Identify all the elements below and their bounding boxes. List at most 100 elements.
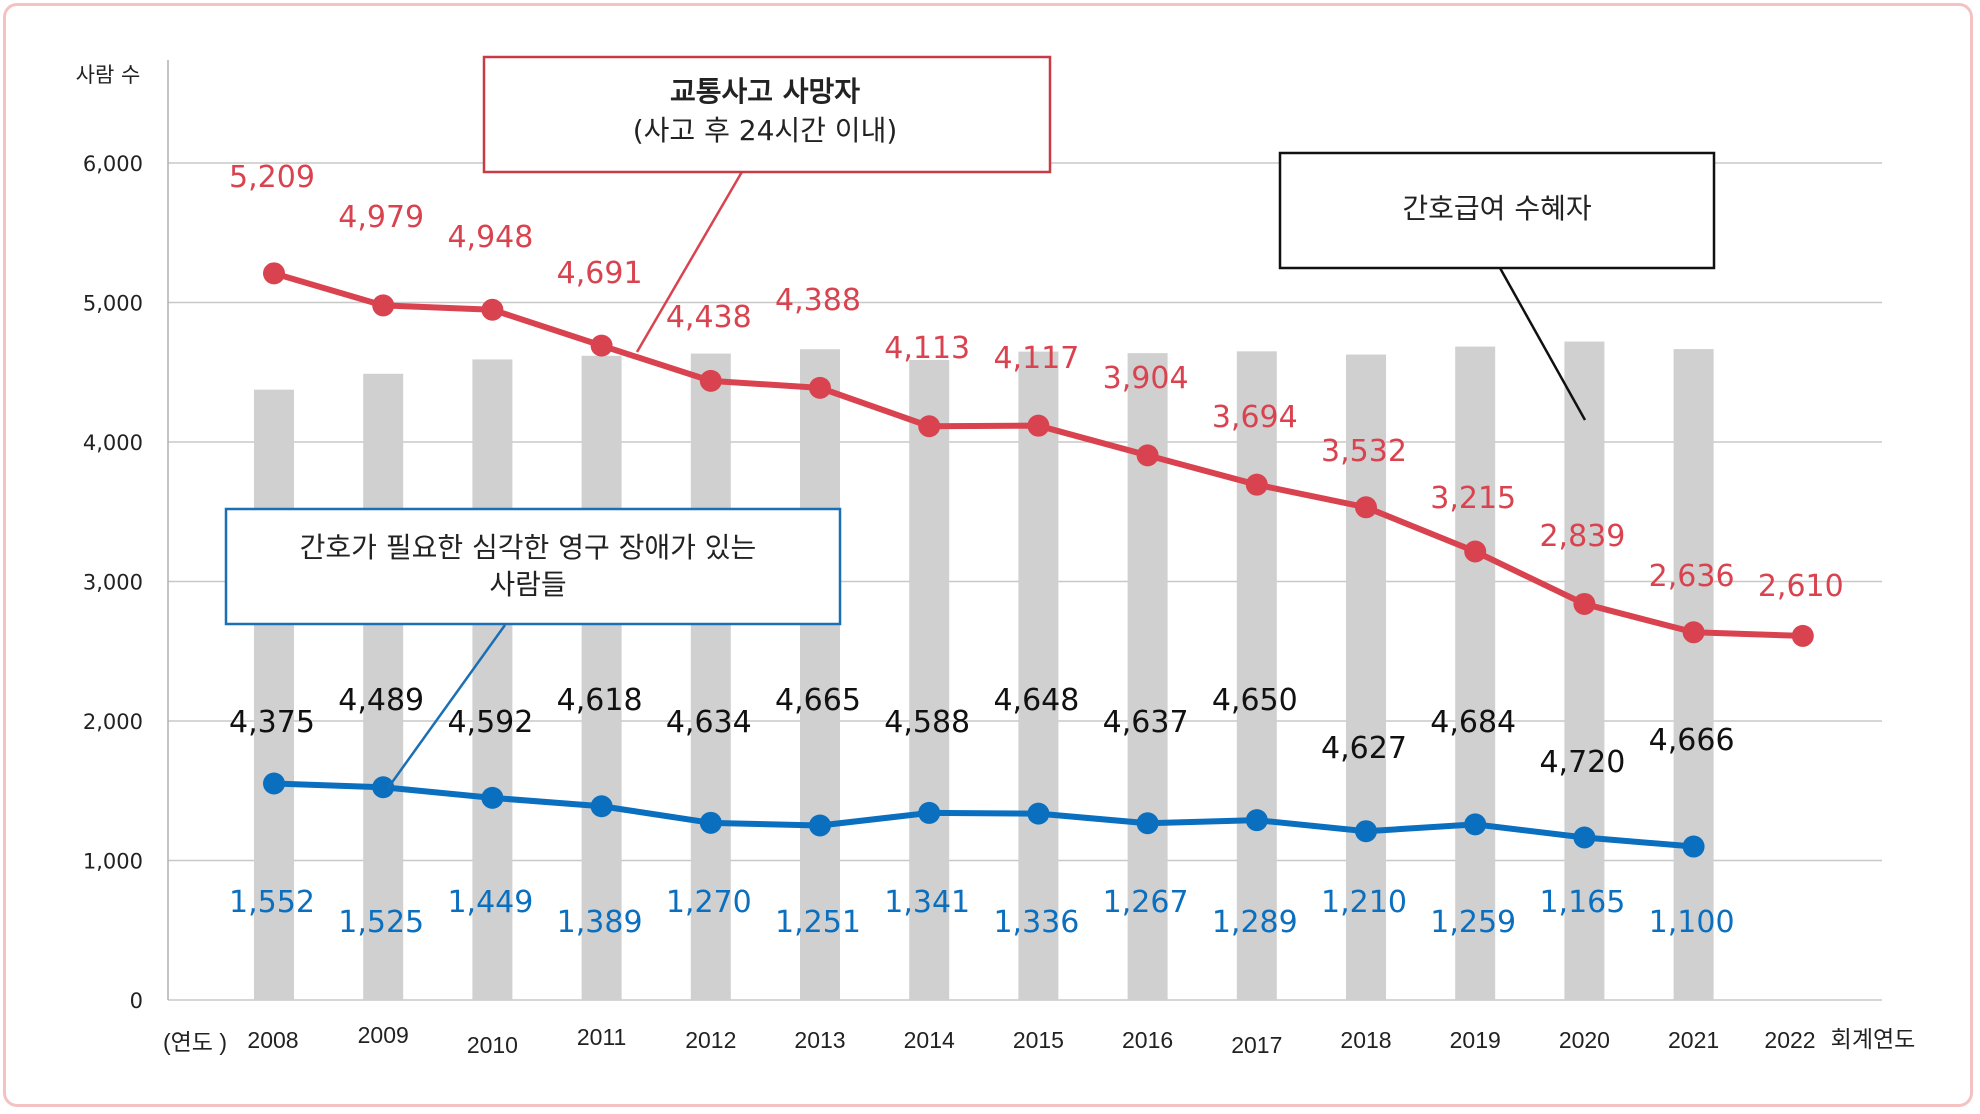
- traffic-deaths-value-label: 5,209: [229, 160, 315, 195]
- x-tick-label: 2015: [1013, 1027, 1064, 1053]
- traffic-deaths-value-label: 3,694: [1212, 400, 1298, 435]
- traffic-deaths-value-label: 4,113: [884, 331, 970, 366]
- x-tick-label: 2012: [685, 1027, 736, 1053]
- y-tick-label: 6,000: [83, 152, 143, 176]
- severe-disability-point-2013: [809, 814, 831, 837]
- bar-2019: [1455, 346, 1496, 1000]
- traffic-deaths-point-2016: [1136, 444, 1159, 467]
- severe-disability-point-2012: [699, 811, 722, 834]
- traffic-deaths-value-label: 4,117: [993, 341, 1079, 376]
- traffic-deaths-point-2011: [590, 334, 613, 357]
- bar-value-label: 4,684: [1430, 705, 1516, 740]
- annotation-nursing-recipients: 간호급여 수혜자: [1278, 151, 1716, 421]
- y-tick-label: 0: [130, 989, 143, 1013]
- x-tick-label: 2009: [358, 1022, 409, 1048]
- x-tick-label: 2020: [1559, 1027, 1610, 1053]
- x-tick-label: 2010: [467, 1032, 518, 1058]
- annotation-traffic-deaths-title: 교통사고 사망자: [670, 75, 860, 108]
- x-tick-label: 2021: [1668, 1027, 1719, 1053]
- traffic-deaths-point-2021: [1682, 621, 1705, 644]
- bar-value-label: 4,648: [993, 683, 1079, 718]
- bar-2021: [1673, 349, 1714, 1000]
- axis-layer: 사람 수 (연도 ) 회계연도: [76, 60, 1916, 1055]
- x-tick-label: 2008: [247, 1027, 298, 1053]
- traffic-deaths-point-2013: [809, 376, 831, 399]
- severe-disability-point-2015: [1027, 802, 1050, 825]
- bar-2018: [1346, 354, 1386, 1000]
- annotation-severe-disability: 간호가 필요한 심각한 영구 장애가 있는 사람들: [224, 507, 842, 789]
- annotation-nursing-recipients-box: [1278, 151, 1716, 270]
- y-tick-label: 1,000: [83, 850, 143, 874]
- severe-disability-value-label: 1,100: [1649, 905, 1735, 940]
- severe-disability-value-label: 1,259: [1430, 905, 1516, 940]
- traffic-deaths-value-label: 4,979: [338, 200, 424, 235]
- bar-2012: [690, 353, 731, 1000]
- bar-value-label: 4,588: [884, 705, 970, 740]
- severe-disability-value-label: 1,267: [1103, 885, 1189, 920]
- bar-value-label: 4,665: [775, 683, 861, 718]
- traffic-deaths-value-label: 4,438: [666, 300, 752, 335]
- severe-disability-value-label: 1,449: [447, 885, 533, 920]
- annotation-traffic-deaths-box: [482, 55, 1052, 174]
- traffic-deaths-point-2010: [481, 298, 504, 321]
- severe-disability-point-2017: [1245, 809, 1268, 832]
- severe-disability-value-label: 1,270: [666, 885, 752, 920]
- x-tick-label: 2017: [1231, 1032, 1282, 1058]
- bar-2013: [800, 349, 840, 1000]
- traffic-deaths-point-2009: [372, 294, 395, 317]
- traffic-deaths-point-2014: [918, 415, 941, 438]
- traffic-deaths-value-label: 2,636: [1649, 559, 1735, 594]
- annotation-traffic-deaths-subtitle: (사고 후 24시간 이내): [633, 114, 898, 147]
- severe-disability-point-2008: [263, 772, 285, 795]
- bar-value-label: 4,637: [1103, 705, 1189, 740]
- traffic-deaths-value-label: 3,904: [1103, 361, 1189, 396]
- traffic-deaths-value-label: 3,215: [1430, 481, 1516, 516]
- x-axis-suffix: 회계연도: [1831, 1026, 1916, 1052]
- y-tick-label: 5,000: [83, 292, 143, 316]
- traffic-deaths-point-2020: [1573, 592, 1596, 615]
- severe-disability-point-2010: [481, 786, 504, 809]
- x-tick-label: 2014: [904, 1027, 955, 1053]
- bar-value-label: 4,375: [229, 705, 315, 740]
- bar-value-label: 4,592: [447, 705, 533, 740]
- line-layer: [263, 262, 1814, 858]
- traffic-deaths-point-2008: [263, 262, 285, 285]
- annotation-severe-disability-line1: 간호가 필요한 심각한 영구 장애가 있는: [300, 531, 757, 564]
- traffic-deaths-point-2012: [699, 369, 722, 392]
- traffic-deaths-value-label: 4,388: [775, 283, 861, 318]
- bar-value-label: 4,618: [557, 683, 643, 718]
- severe-disability-line: [273, 780, 1694, 850]
- x-tick-label: 2022: [1764, 1027, 1815, 1053]
- bar-2017: [1236, 351, 1277, 1000]
- y-tick-label: 3,000: [83, 571, 143, 595]
- traffic-deaths-value-label: 2,839: [1539, 519, 1625, 554]
- severe-disability-point-2021: [1682, 835, 1705, 858]
- severe-disability-point-2018: [1355, 820, 1377, 843]
- annotation-nursing-recipients-text: 간호급여 수혜자: [1402, 192, 1591, 225]
- y-tick-label: 4,000: [83, 431, 143, 455]
- annotation-severe-disability-box: [224, 507, 842, 626]
- x-tick-label: 2013: [794, 1027, 845, 1053]
- traffic-deaths-value-label: 3,532: [1321, 434, 1407, 469]
- bar-2009: [363, 373, 404, 1000]
- label-layer: 2008 2009 2010 2011 2012 2013 2014 2015 2016 2017…: [229, 160, 1844, 1058]
- y-axis-title: 사람 수: [76, 63, 141, 87]
- severe-disability-value-label: 1,341: [884, 885, 970, 920]
- annotation-severe-disability-pointer: [386, 624, 507, 789]
- traffic-deaths-point-2017: [1245, 473, 1268, 496]
- x-tick-label: 2019: [1450, 1027, 1501, 1053]
- severe-disability-value-label: 1,165: [1539, 885, 1625, 920]
- traffic-deaths-value-label: 4,691: [557, 256, 643, 291]
- traffic-deaths-point-2019: [1464, 540, 1487, 563]
- severe-disability-point-2016: [1136, 812, 1159, 835]
- severe-disability-point-2009: [372, 776, 395, 799]
- bar-2015: [1018, 351, 1059, 1000]
- severe-disability-value-label: 1,210: [1321, 885, 1407, 920]
- traffic-deaths-point-2022: [1791, 624, 1814, 647]
- severe-disability-value-label: 1,389: [557, 905, 643, 940]
- bar-value-label: 4,627: [1321, 731, 1407, 766]
- bar-2010: [472, 359, 513, 1000]
- annotation-traffic-deaths-pointer: [635, 169, 745, 353]
- bar-layer: [254, 341, 1714, 1000]
